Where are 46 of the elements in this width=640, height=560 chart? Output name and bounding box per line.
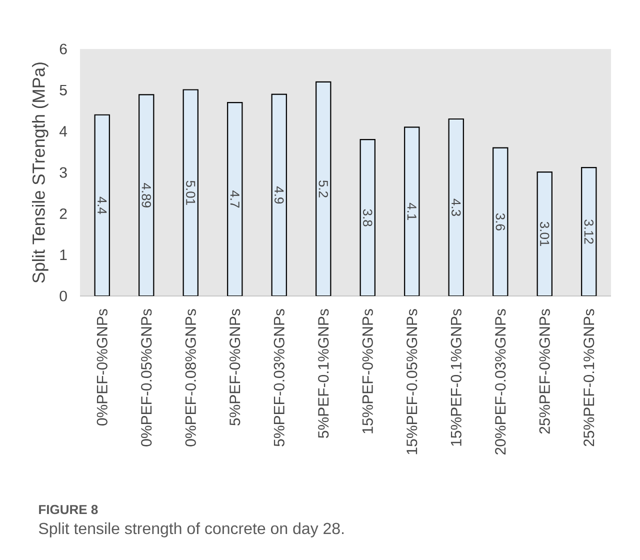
x-tick-label: 5%PEF-0%GNPs bbox=[230, 309, 240, 426]
bar bbox=[360, 139, 376, 296]
bar bbox=[581, 167, 597, 296]
x-tick-label: 0%PEF-0.05%GNPs bbox=[141, 309, 152, 446]
x-tick-label: 15%PEF-0.1%GNPs bbox=[450, 309, 462, 446]
x-tick-label: 5%PEF-0.1%GNPs bbox=[318, 309, 329, 438]
y-tick-label: 0 bbox=[60, 290, 67, 302]
y-tick-label: 5 bbox=[60, 84, 67, 96]
bar bbox=[448, 118, 464, 296]
y-tick-label: 1 bbox=[60, 250, 67, 260]
x-tick-label: 25%PEF-0%GNPs bbox=[539, 309, 550, 434]
bar bbox=[316, 81, 332, 296]
bar bbox=[182, 89, 198, 296]
y-tick-label: 3 bbox=[60, 167, 67, 178]
x-tick-label: 15%PEF-0%GNPs bbox=[362, 309, 373, 434]
data-label: 4.9 bbox=[274, 186, 284, 204]
bar bbox=[271, 94, 287, 296]
data-label: 4.7 bbox=[230, 190, 240, 208]
bar bbox=[138, 94, 154, 296]
x-tick-label: 0%PEF-0%GNPs bbox=[96, 309, 108, 426]
data-label: 3.6 bbox=[496, 213, 505, 230]
x-tick-label: 20%PEF-0.03%GNPs bbox=[495, 309, 506, 455]
data-label: 4.4 bbox=[98, 196, 107, 214]
y-axis-title: Split Tensile STrength (MPa) bbox=[32, 62, 48, 283]
caption: FIGURE 8 bbox=[39, 504, 98, 514]
x-tick-label: 5%PEF-0.03%GNPs bbox=[274, 309, 284, 446]
text: Split tensile strength of concrete on day 28. bbox=[38, 522, 344, 538]
data-label: 4.89 bbox=[142, 183, 151, 208]
y-tick-label: 4 bbox=[59, 126, 68, 136]
data-label: 3.12 bbox=[584, 220, 594, 244]
bar bbox=[227, 102, 243, 296]
bar bbox=[404, 126, 420, 296]
data-label: 4.3 bbox=[452, 198, 461, 216]
x-tick-label: 0%PEF-0.08%GNPs bbox=[185, 309, 196, 446]
bar bbox=[492, 147, 508, 296]
bar bbox=[536, 172, 552, 296]
x-tick-label: 15%PEF-0.05%GNPs bbox=[406, 309, 418, 454]
y-tick-label: 2 bbox=[60, 208, 67, 219]
data-label: 3.8 bbox=[363, 209, 372, 226]
data-label: 4.1 bbox=[407, 202, 416, 220]
bar bbox=[94, 114, 110, 296]
data-label: 5.2 bbox=[318, 180, 328, 198]
x-tick-label: 25%PEF-0.1%GNPs bbox=[584, 309, 594, 446]
data-label: 5.01 bbox=[186, 180, 196, 205]
data-label: 3.01 bbox=[540, 222, 550, 246]
y-tick-label: 6 bbox=[60, 44, 67, 54]
